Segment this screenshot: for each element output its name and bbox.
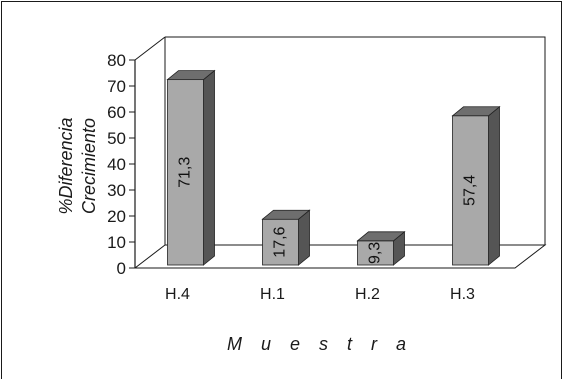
bar: 57,4 — [451, 105, 501, 266]
bar-data-label: 17,6 — [272, 226, 289, 257]
bar: 71,3 — [166, 69, 216, 266]
bar-side-face — [298, 209, 310, 266]
y-tick-label: 70 — [107, 77, 126, 96]
y-tick-label: 0 — [117, 259, 126, 278]
bar-data-label: 71,3 — [177, 157, 194, 188]
bar-top-face — [451, 106, 501, 117]
x-tick-label: H.3 — [450, 286, 475, 303]
bar-top-face — [356, 231, 406, 242]
bar: 9,3 — [356, 230, 406, 266]
bar: 17,6 — [261, 209, 311, 266]
bar-data-label: 57,4 — [462, 175, 479, 206]
bar-front-face — [357, 240, 394, 266]
y-tick-label: 50 — [107, 129, 126, 148]
floor-plane — [133, 244, 547, 269]
y-axis-ticks: 0 10 20 30 40 50 60 70 80 — [107, 51, 135, 278]
x-axis-ticks: H.4 H.1 H.2 H.3 — [165, 286, 475, 303]
y-axis-title-line-1: %Diferencia — [56, 117, 76, 214]
bar-top-face — [261, 209, 311, 220]
y-tick-label: 40 — [107, 155, 126, 174]
bar-data-label: 9,3 — [367, 242, 384, 264]
y-axis-title-line-2: Crecimiento — [79, 118, 99, 214]
y-tick-label: 60 — [107, 103, 126, 122]
y-tick-label: 20 — [107, 207, 126, 226]
x-tick-label: H.4 — [165, 286, 190, 303]
x-tick-label: H.1 — [260, 286, 285, 303]
y-tick-label: 80 — [107, 51, 126, 70]
bar-front-face — [167, 79, 204, 266]
side-wall-top-edge — [134, 36, 166, 61]
bar-side-face — [488, 105, 500, 266]
bar-front-face — [452, 115, 489, 266]
bar-side-face — [203, 69, 215, 266]
x-axis-title: Muestra — [227, 334, 425, 354]
x-tick-label: H.2 — [355, 286, 380, 303]
bar-top-face — [166, 70, 216, 81]
bar-series: 71,3 17,6 9,3 57,4 — [166, 69, 501, 266]
y-tick-label: 30 — [107, 181, 126, 200]
y-tick-label: 10 — [107, 233, 126, 252]
